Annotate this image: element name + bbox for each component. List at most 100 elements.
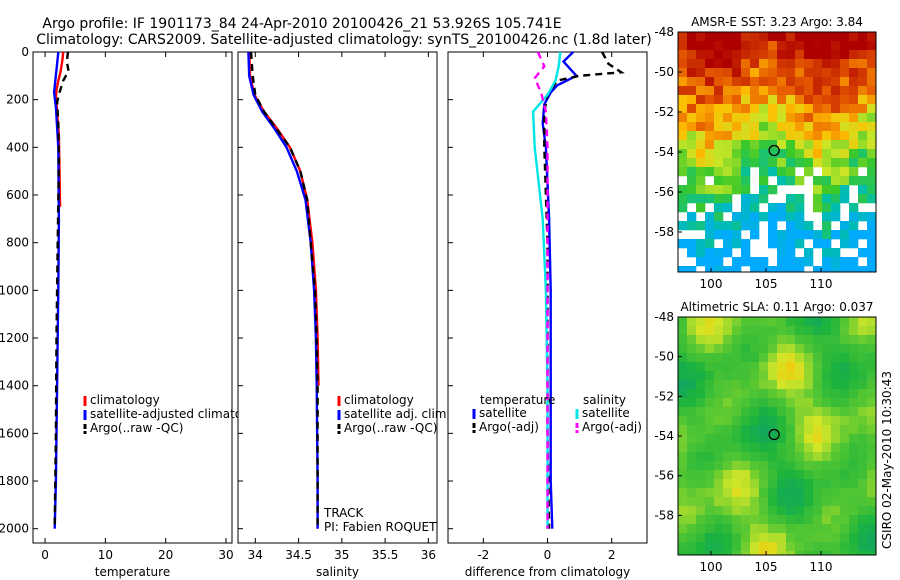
map-cell [714, 416, 724, 426]
map-cell [741, 335, 751, 345]
map-cell [732, 551, 742, 556]
map-cell [759, 524, 769, 534]
map-cell [759, 425, 769, 435]
map-cell [849, 95, 859, 105]
map-cell [813, 515, 823, 525]
map-cell [723, 266, 733, 273]
map-cell [795, 335, 805, 345]
map-cells [678, 32, 877, 273]
map-cell [777, 149, 787, 159]
map-cell [867, 470, 877, 480]
map-cell [714, 389, 724, 399]
map-cell [795, 479, 805, 489]
map-cell [786, 113, 796, 123]
map-cell [795, 344, 805, 354]
map-cell [822, 239, 832, 249]
map-cell [831, 452, 841, 462]
map-cell [858, 59, 868, 69]
map-cell [705, 380, 715, 390]
map-cell [750, 335, 760, 345]
map-cell [786, 122, 796, 132]
map-cell [696, 239, 706, 249]
map-cell [813, 551, 823, 556]
map-cell [759, 257, 769, 267]
map-cell [696, 68, 706, 78]
map-cell [678, 77, 688, 87]
map-cell [840, 50, 850, 60]
map-cell [777, 398, 787, 408]
map-cell [768, 506, 778, 516]
map-cell [840, 32, 850, 42]
map-cell [759, 335, 769, 345]
map-cell [777, 32, 787, 42]
map-cell [705, 443, 715, 453]
map-cell [696, 203, 706, 213]
map-cell [741, 203, 751, 213]
map-cell [822, 167, 832, 177]
map-cell [795, 416, 805, 426]
map-cell [768, 32, 778, 42]
map-cell [786, 131, 796, 141]
map-cell [678, 68, 688, 78]
x-tick-label: 30 [218, 548, 233, 562]
map-cell [858, 149, 868, 159]
map-cell [696, 407, 706, 417]
map-cell [777, 104, 787, 114]
map-cell [750, 158, 760, 168]
map-cell [795, 506, 805, 516]
map-cell [840, 41, 850, 51]
map-cell [768, 104, 778, 114]
map-cell [840, 371, 850, 381]
map-cell [768, 122, 778, 132]
map-cell [840, 122, 850, 132]
map-cell [804, 149, 814, 159]
map-cell [804, 131, 814, 141]
map-cell [723, 380, 733, 390]
map-cell [822, 158, 832, 168]
map-cell [723, 239, 733, 249]
map-cell [750, 443, 760, 453]
map-cell [714, 380, 724, 390]
map-title: Altimetric SLA: 0.11 Argo: 0.037 [680, 300, 873, 314]
map-cell [678, 221, 688, 231]
map-cell [840, 59, 850, 69]
map-cell [840, 416, 850, 426]
map-cell [858, 248, 868, 258]
map-cell [732, 221, 742, 231]
map-cell [741, 416, 751, 426]
map-cell [714, 461, 724, 471]
map-cell [741, 470, 751, 480]
map-cell [831, 317, 841, 327]
y-tick-label: 600 [6, 188, 29, 202]
map-cell [795, 353, 805, 363]
map-cell [741, 239, 751, 249]
map-cell [831, 353, 841, 363]
map-cell [705, 266, 715, 273]
map-cell [858, 41, 868, 51]
track-annotation: PI: Fabien ROQUET [324, 520, 437, 534]
map-cell [750, 32, 760, 42]
map-cell [849, 407, 859, 417]
map-cell [732, 506, 742, 516]
map-cell [831, 194, 841, 204]
map-cell [777, 212, 787, 222]
legend-label: satellite-adjusted climatology [90, 407, 268, 421]
map-cell [750, 203, 760, 213]
map-cell [795, 86, 805, 96]
map-cell [804, 407, 814, 417]
map-cell [867, 257, 877, 267]
map-cell [804, 230, 814, 240]
x-tick-label: 20 [158, 548, 173, 562]
map-cell [741, 452, 751, 462]
map-cell [705, 167, 715, 177]
map-cell [831, 86, 841, 96]
x-tick-label: 10 [98, 548, 113, 562]
map-cell [687, 41, 697, 51]
map-cell [795, 551, 805, 556]
map-cell [732, 59, 742, 69]
map-cell [741, 497, 751, 507]
map-cell [705, 326, 715, 336]
map-cell [741, 551, 751, 556]
map-cell [768, 167, 778, 177]
map-cell [741, 434, 751, 444]
